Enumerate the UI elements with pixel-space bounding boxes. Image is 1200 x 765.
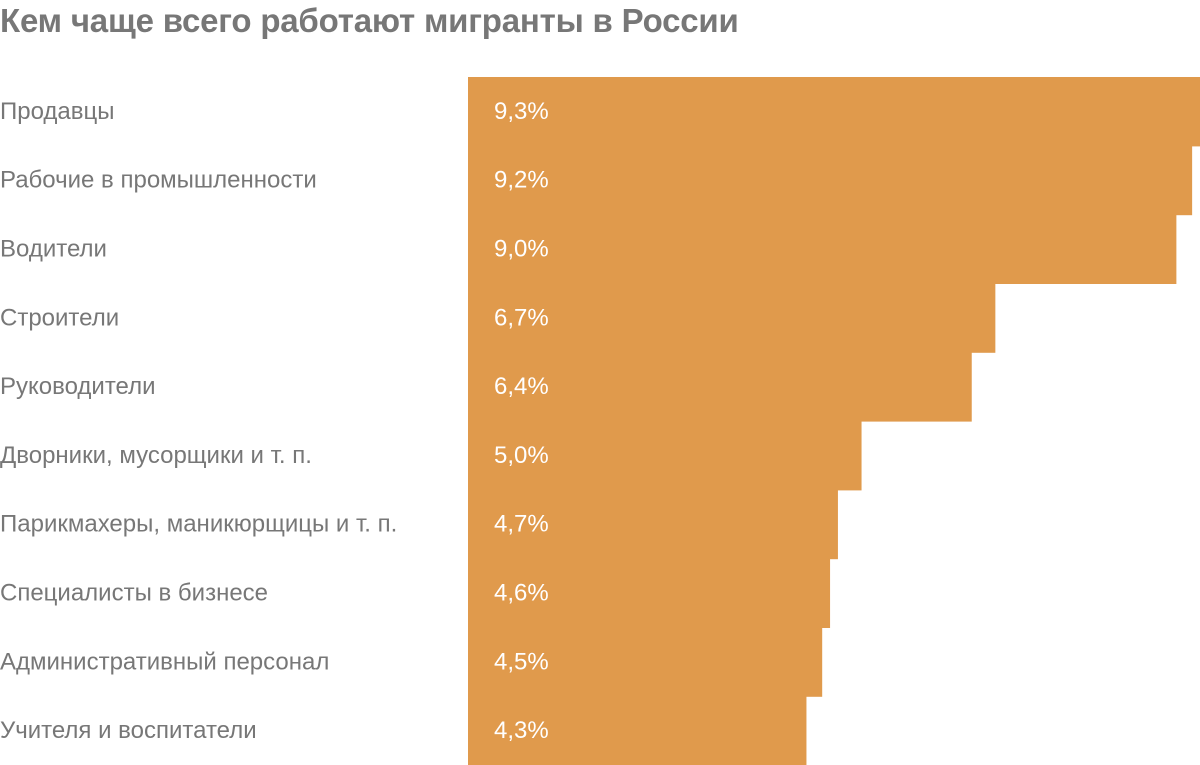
category-labels: Продавцы Рабочие в промышленности Водители…: [0, 98, 397, 744]
category-label: Учителя и воспитатели: [0, 717, 257, 744]
category-label: Водители: [0, 236, 107, 263]
value-label: 9,0%: [494, 236, 549, 263]
chart-title: Кем чаще всего работают мигранты в Росси…: [0, 2, 739, 39]
category-label: Административный персонал: [0, 648, 329, 675]
value-label: 4,6%: [494, 580, 549, 607]
category-label: Руководители: [0, 373, 156, 400]
bar: [468, 283, 996, 353]
bars-group: [468, 77, 1200, 765]
category-label: Продавцы: [0, 98, 115, 125]
value-label: 4,7%: [494, 511, 549, 538]
value-labels: 9,3% 9,2% 9,0% 6,7% 6,4% 5,0% 4,7% 4,6% 4,5% 4,3%: [494, 98, 549, 744]
category-label: Строители: [0, 304, 119, 331]
bar: [468, 489, 838, 560]
value-label: 6,4%: [494, 373, 549, 400]
bar: [468, 214, 1177, 284]
value-label: 4,5%: [494, 648, 549, 675]
value-label: 9,3%: [494, 98, 549, 125]
value-label: 9,2%: [494, 167, 549, 194]
category-label: Специалисты в бизнесе: [0, 580, 268, 607]
category-label: Рабочие в промышленности: [0, 167, 317, 194]
category-label: Дворники, мусорщики и т. п.: [0, 442, 312, 469]
bar: [468, 77, 1200, 147]
value-label: 4,3%: [494, 717, 549, 744]
bar: [468, 421, 862, 491]
bar: [468, 627, 823, 697]
bar: [468, 145, 1193, 216]
value-label: 5,0%: [494, 442, 549, 469]
value-label: 6,7%: [494, 304, 549, 331]
bar: [468, 352, 972, 422]
bar: [468, 696, 807, 765]
bar: [468, 558, 831, 628]
category-label: Парикмахеры, маникюрщицы и т. п.: [0, 511, 397, 538]
